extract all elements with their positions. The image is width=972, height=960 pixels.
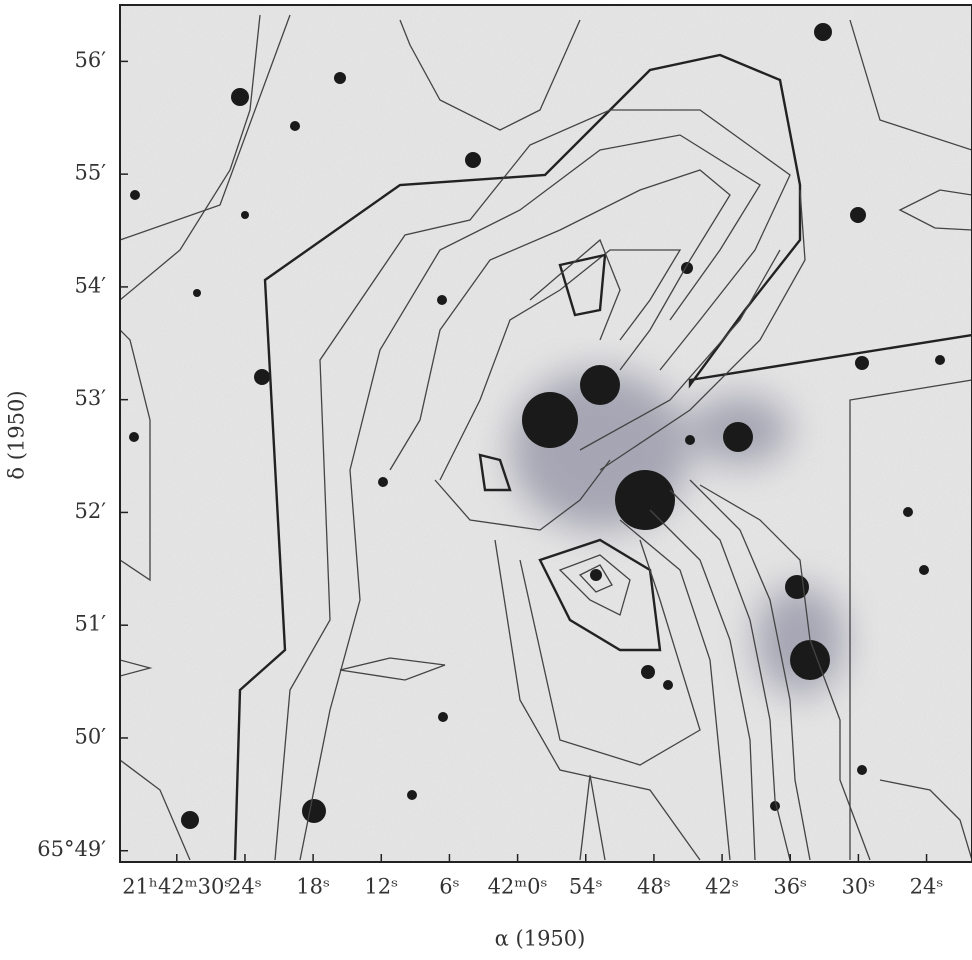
x-tick-label: 21ʰ42ᵐ30ˢ — [122, 875, 231, 899]
y-tick-label: 55′ — [75, 161, 107, 185]
x-tick-label: 24ˢ — [228, 875, 262, 899]
sky-image — [120, 5, 972, 862]
x-tick-label: 36ˢ — [773, 875, 807, 899]
x-tick-label: 12ˢ — [364, 875, 398, 899]
y-tick-label: 54′ — [75, 273, 107, 297]
y-tick-label: 51′ — [75, 612, 107, 636]
plot-frame — [119, 4, 972, 863]
x-tick-label: 18ˢ — [296, 875, 330, 899]
x-tick-label: 6ˢ — [439, 875, 459, 899]
x-tick-label: 24ˢ — [910, 875, 944, 899]
y-tick-label: 56′ — [75, 48, 107, 72]
y-tick-label: 52′ — [75, 499, 107, 523]
x-axis-title: α (1950) — [495, 927, 586, 951]
x-tick-label: 42ᵐ0ˢ — [488, 875, 548, 899]
x-tick-label: 54ˢ — [569, 875, 603, 899]
y-tick-label: 53′ — [75, 386, 107, 410]
x-tick-label: 48ˢ — [637, 875, 671, 899]
x-tick-label: 30ˢ — [842, 875, 876, 899]
y-tick-label: 65°49′ — [37, 837, 106, 861]
y-tick-label: 50′ — [75, 724, 107, 748]
stars — [129, 23, 945, 829]
y-axis-title: δ (1950) — [5, 390, 29, 479]
x-tick-label: 42ˢ — [705, 875, 739, 899]
contours — [120, 14, 972, 861]
